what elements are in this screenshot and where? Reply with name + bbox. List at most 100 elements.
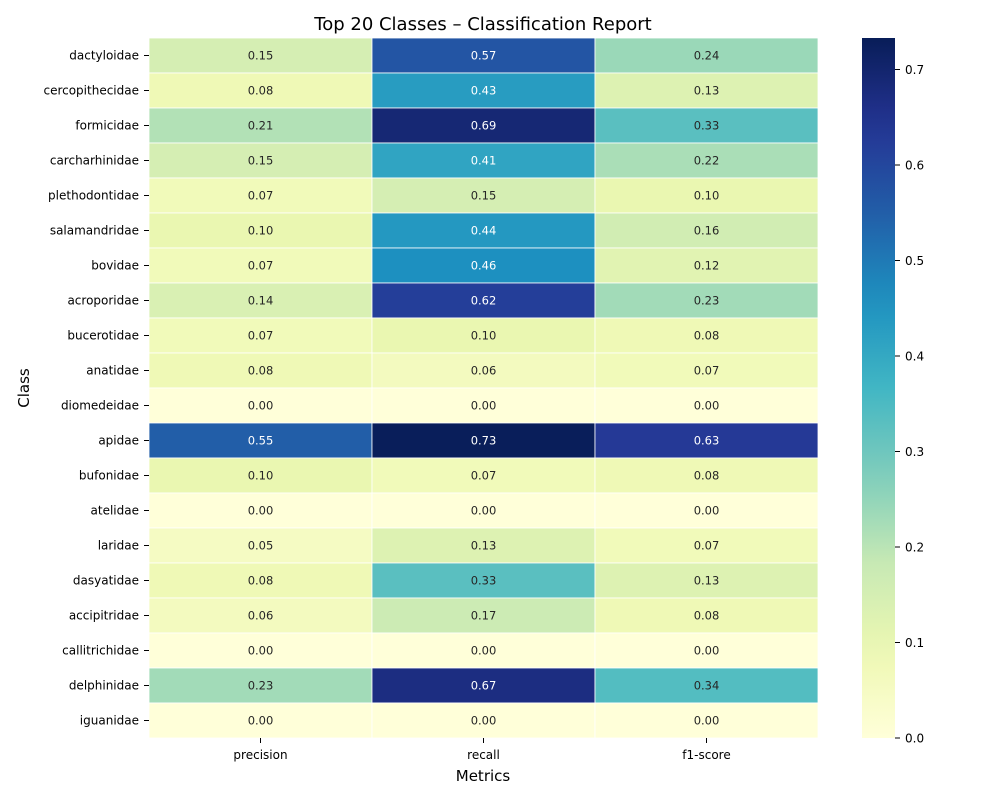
heatmap-cell: [371, 457, 596, 494]
heatmap-cell: [148, 457, 373, 494]
cell-value-label: 0.33: [694, 119, 720, 133]
cell-value-label: 0.07: [248, 259, 274, 273]
heatmap-cell: [148, 527, 373, 564]
y-tick-label: laridae: [98, 539, 139, 553]
heatmap-cell: [594, 212, 819, 249]
heatmap-cell: [148, 492, 373, 529]
y-tick-label: formicidae: [75, 119, 139, 133]
x-axis-ticks: precision recall f1-score: [233, 738, 731, 762]
cell-value-label: 0.00: [248, 644, 274, 658]
colorbar-tick-label: 0.5: [905, 254, 924, 268]
cell-value-label: 0.10: [248, 469, 274, 483]
x-tick-label: f1-score: [682, 748, 730, 762]
heatmap-cell: [148, 352, 373, 389]
cell-value-label: 0.08: [694, 469, 720, 483]
y-tick-label: salamandridae: [50, 224, 139, 238]
heatmap-cell: [594, 282, 819, 319]
y-tick-label: plethodontidae: [48, 189, 139, 203]
cell-value-label: 0.15: [471, 189, 497, 203]
y-tick-label: iguanidae: [80, 714, 139, 728]
cell-value-label: 0.15: [248, 49, 274, 63]
cell-value-label: 0.21: [248, 119, 274, 133]
cell-value-label: 0.23: [248, 679, 274, 693]
cell-value-label: 0.06: [248, 609, 274, 623]
cell-value-label: 0.07: [694, 539, 720, 553]
heatmap-cell: [148, 387, 373, 424]
cell-value-label: 0.10: [248, 224, 274, 238]
colorbar-tick-label: 0.7: [905, 63, 924, 77]
heatmap-cell: [148, 37, 373, 74]
heatmap-cell: [594, 527, 819, 564]
heatmap-cell: [594, 142, 819, 179]
cell-value-label: 0.44: [471, 224, 497, 238]
heatmap-cell: [371, 702, 596, 739]
cell-value-label: 0.08: [694, 329, 720, 343]
cell-value-label: 0.10: [471, 329, 497, 343]
heatmap-cell: [148, 597, 373, 634]
cell-value-label: 0.15: [248, 154, 274, 168]
colorbar-tick-label: 0.6: [905, 159, 924, 173]
colorbar-tick-label: 0.3: [905, 445, 924, 459]
heatmap-cell: [371, 352, 596, 389]
heatmap-cell: [148, 562, 373, 599]
y-tick-label: dactyloidae: [69, 49, 139, 63]
heatmap-cell: [594, 177, 819, 214]
cell-value-label: 0.55: [248, 434, 274, 448]
heatmap-cell: [594, 492, 819, 529]
y-tick-label: atelidae: [91, 504, 139, 518]
heatmap-cell: [148, 72, 373, 109]
cell-value-label: 0.10: [694, 189, 720, 203]
cell-value-label: 0.57: [471, 49, 497, 63]
heatmap-cell: [371, 212, 596, 249]
heatmap-cell: [594, 317, 819, 354]
y-tick-label: callitrichidae: [62, 644, 139, 658]
x-tick-label: precision: [233, 748, 287, 762]
cell-value-label: 0.00: [471, 714, 497, 728]
heatmap-cell: [371, 667, 596, 704]
heatmap-cell: [371, 107, 596, 144]
heatmap-cell: [371, 37, 596, 74]
cell-value-label: 0.22: [694, 154, 720, 168]
heatmap-cell: [594, 457, 819, 494]
cell-value-label: 0.13: [471, 539, 497, 553]
cell-value-label: 0.08: [248, 574, 274, 588]
heatmap-cell: [594, 352, 819, 389]
y-tick-label: cercopithecidae: [43, 84, 139, 98]
cell-value-label: 0.00: [694, 399, 720, 413]
y-axis-ticks: dactyloidae cercopithecidae formicidae carc…: [43, 49, 149, 728]
cell-value-label: 0.08: [248, 364, 274, 378]
heatmap-cell: [148, 177, 373, 214]
cell-value-label: 0.07: [248, 329, 274, 343]
cell-value-label: 0.23: [694, 294, 720, 308]
cell-value-label: 0.13: [694, 574, 720, 588]
heatmap-cells: [148, 37, 819, 739]
cell-value-label: 0.14: [248, 294, 274, 308]
cell-value-label: 0.00: [248, 399, 274, 413]
cell-value-label: 0.67: [471, 679, 497, 693]
heatmap-cell: [371, 247, 596, 284]
cell-value-label: 0.00: [694, 644, 720, 658]
x-axis-label: Metrics: [456, 767, 511, 785]
cell-value-label: 0.43: [471, 84, 497, 98]
heatmap-cell: [148, 247, 373, 284]
colorbar: [862, 38, 895, 738]
cell-value-label: 0.13: [694, 84, 720, 98]
y-tick-label: anatidae: [86, 364, 139, 378]
heatmap-cell-labels: 0.15 0.57 0.24 0.08 0.43 0.13 0.21 0.69 0.33 0.15…: [248, 49, 720, 728]
cell-value-label: 0.41: [471, 154, 497, 168]
y-tick-label: apidae: [98, 434, 139, 448]
heatmap-cell: [371, 177, 596, 214]
heatmap-cell: [594, 597, 819, 634]
cell-value-label: 0.06: [471, 364, 497, 378]
heatmap-cell: [148, 667, 373, 704]
cell-value-label: 0.00: [248, 504, 274, 518]
cell-value-label: 0.00: [471, 644, 497, 658]
heatmap-cell: [594, 72, 819, 109]
cell-value-label: 0.16: [694, 224, 720, 238]
cell-value-label: 0.73: [471, 434, 497, 448]
heatmap-cell: [594, 632, 819, 669]
cell-value-label: 0.46: [471, 259, 497, 273]
y-tick-label: bucerotidae: [67, 329, 139, 343]
cell-value-label: 0.05: [248, 539, 274, 553]
